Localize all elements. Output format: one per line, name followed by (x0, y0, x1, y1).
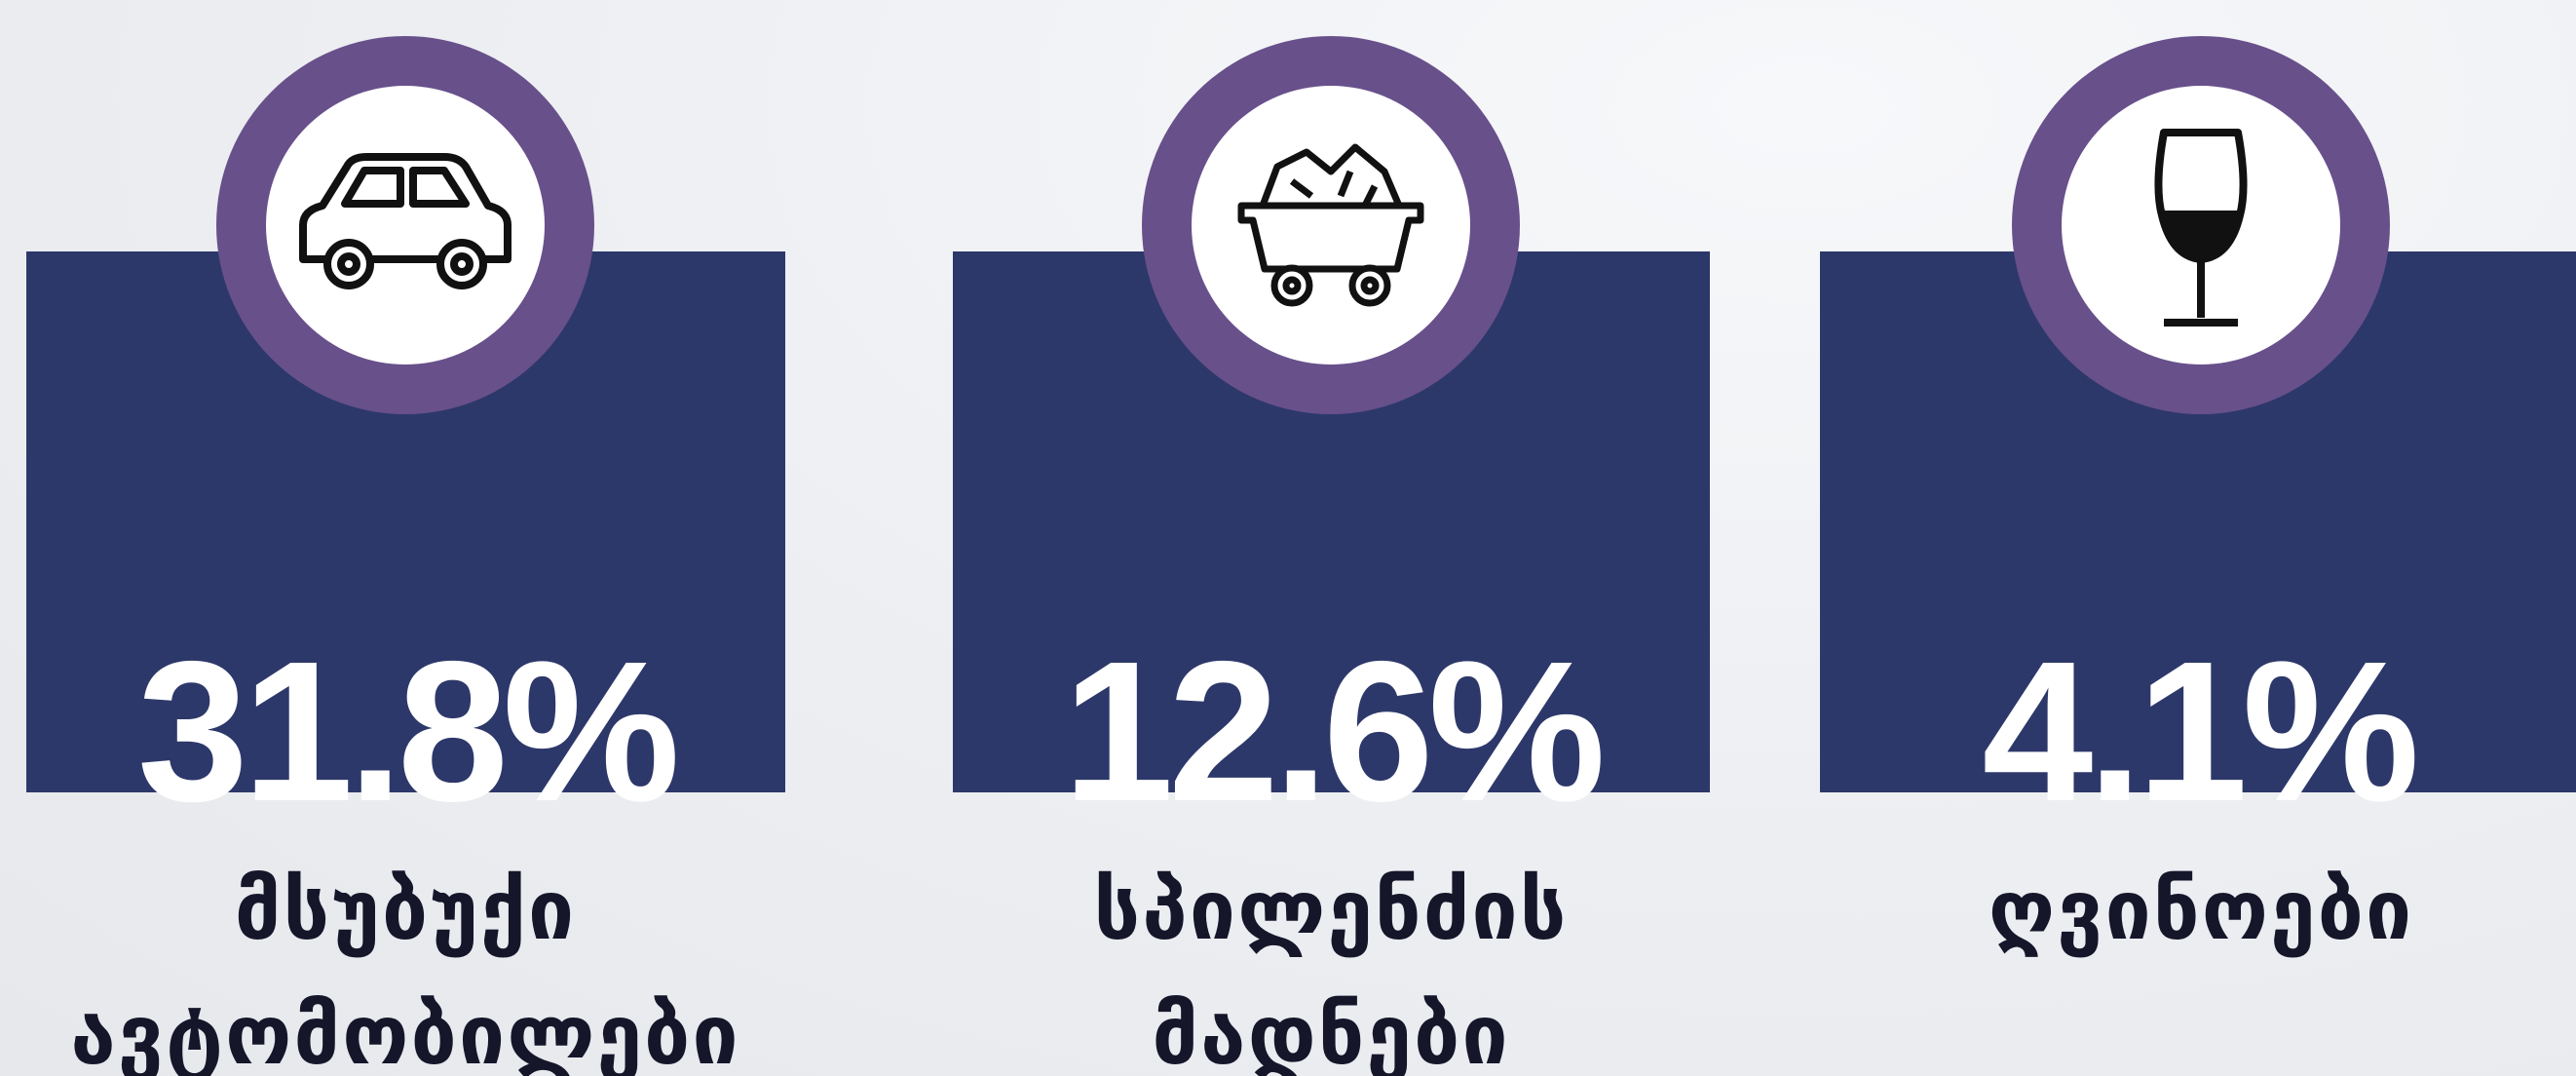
label-line: ღვინოები (1988, 863, 2414, 958)
stat-value: 12.6% (1062, 620, 1606, 843)
stat-value: 31.8% (136, 620, 680, 843)
stat-label: სპილენძის მადნები (746, 848, 1915, 1076)
stat-panel: 12.6% (953, 251, 1710, 831)
stat-value: 4.1% (1982, 620, 2419, 843)
label-line: მსუბუქი (234, 863, 577, 958)
ore-cart-icon (1142, 36, 1520, 414)
car-icon (216, 36, 594, 414)
label-line: სპილენძის (1093, 863, 1569, 958)
label-line: მადნები (1152, 987, 1510, 1076)
label-line: ავტომობილები (70, 987, 740, 1076)
wine-glass-icon (2012, 36, 2390, 414)
stat-label: მსუბუქი ავტომობილები (0, 848, 990, 1076)
stat-label: ღვინოები (1616, 848, 2576, 973)
